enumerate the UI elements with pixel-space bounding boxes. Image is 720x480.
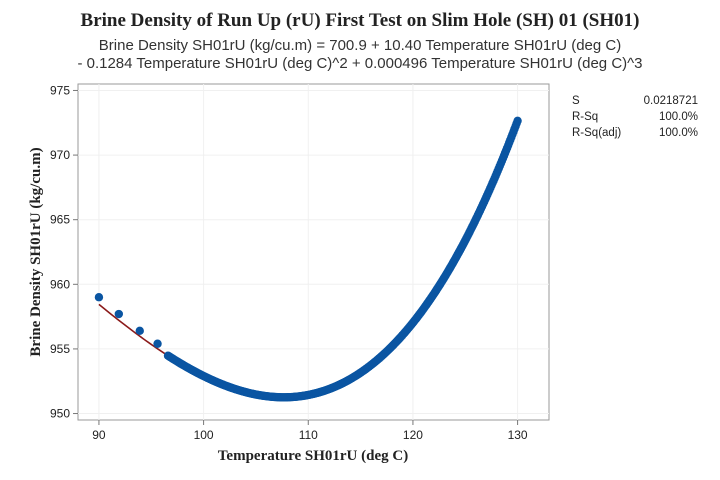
data-point [114, 309, 124, 319]
stat-label-s: S [572, 95, 580, 107]
chart-title: Brine Density of Run Up (rU) First Test … [80, 10, 640, 31]
stat-label-rsq: R-Sq [572, 111, 599, 123]
model-summary-table: S 0.0218721 R-Sq 100.0% R-Sq(adj) 100.0% [572, 93, 698, 141]
y-tick-label: 970 [50, 148, 70, 162]
stat-value-s: 0.0218721 [643, 95, 698, 107]
stat-value-rsq-adj: 100.0% [658, 127, 698, 139]
y-tick-label: 960 [50, 277, 70, 291]
stat-label-rsq-adj: R-Sq(adj) [572, 127, 622, 139]
data-point [153, 339, 162, 348]
data-marks [94, 116, 522, 402]
regression-equation-line-1: Brine Density SH01rU (kg/cu.m) = 700.9 +… [98, 37, 622, 54]
stat-value-rsq: 100.0% [658, 111, 698, 123]
y-tick-label: 965 [50, 213, 70, 227]
x-tick-label: 90 [92, 428, 106, 442]
y-tick-label: 955 [50, 342, 70, 356]
y-tick-label: 950 [50, 407, 70, 421]
plot-area [77, 83, 550, 421]
x-tick-label: 120 [403, 428, 423, 442]
y-tick-label: 975 [50, 83, 70, 97]
y-axis-title: Brine Density SH01rU (kg/cu.m) [28, 147, 44, 356]
regression-equation-line-2: - 0.1284 Temperature SH01rU (deg C)^2 + … [77, 55, 643, 72]
x-tick-label: 100 [194, 428, 214, 442]
axis-ticks: 90 100 110 120 130 950 955 960 965 970 975 [50, 83, 528, 442]
x-tick-label: 110 [299, 428, 318, 442]
x-axis-title: Temperature SH01rU (deg C) [218, 448, 408, 464]
data-point [513, 116, 522, 126]
stat-row-s: S 0.0218721 [572, 93, 698, 109]
stat-row-rsq: R-Sq 100.0% [572, 109, 698, 125]
data-point [135, 326, 144, 336]
x-tick-label: 130 [508, 428, 528, 442]
data-point [94, 293, 104, 302]
stat-row-rsq-adj: R-Sq(adj) 100.0% [572, 125, 698, 141]
